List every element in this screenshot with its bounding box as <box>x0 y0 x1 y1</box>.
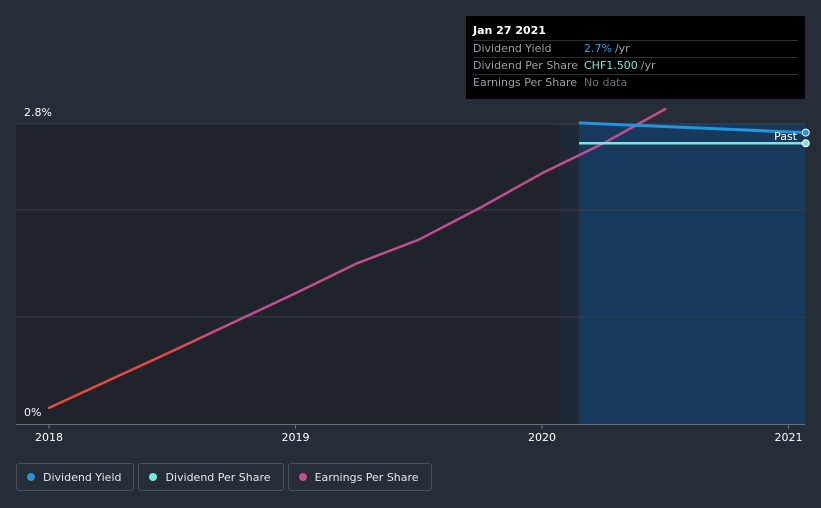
x-tick-label: 2021 <box>775 431 803 444</box>
tooltip-value: CHF1.500 <box>584 59 638 72</box>
tooltip-label: Dividend Per Share <box>473 59 579 72</box>
tooltip-label: Dividend Yield <box>473 42 552 55</box>
x-tick-label: 2018 <box>35 431 63 444</box>
x-tick-label: 2019 <box>282 431 310 444</box>
tooltip-value: No data <box>584 76 628 89</box>
legend: Dividend Yield Dividend Per Share Earnin… <box>16 463 432 491</box>
legend-label: Earnings Per Share <box>314 470 419 484</box>
legend-dividend-yield[interactable]: Dividend Yield <box>16 463 135 491</box>
dividend-yield-line <box>578 121 806 135</box>
tooltip-unit: /yr <box>640 59 656 72</box>
tooltip-row-earnings-per-share: Earnings Per Share No data <box>473 74 798 91</box>
y-tick-label: 0% <box>24 406 41 419</box>
legend-earnings-per-share[interactable]: Earnings Per Share <box>287 463 432 491</box>
x-tick-label: 2020 <box>528 431 556 444</box>
legend-dot-icon <box>27 473 35 481</box>
past-label: Past <box>774 130 798 143</box>
legend-dividend-per-share[interactable]: Dividend Per Share <box>138 463 284 491</box>
legend-dot-icon <box>149 473 158 481</box>
tooltip-row-dividend-per-share: Dividend Per Share CHF1.500 /yr <box>473 57 798 74</box>
tooltip-row-dividend-yield: Dividend Yield 2.7% /yr <box>473 40 798 57</box>
dividend-per-share-end-point <box>801 139 810 148</box>
y-tick-label: 2.8% <box>24 106 52 119</box>
legend-dot-icon <box>298 473 307 481</box>
earnings-per-share-line <box>47 107 667 410</box>
tooltip-value: 2.7% <box>584 42 612 55</box>
tooltip: Jan 27 2021 Dividend Yield 2.7% /yr Divi… <box>466 16 805 99</box>
legend-label: Dividend Per Share <box>165 470 271 484</box>
tooltip-date: Jan 27 2021 <box>473 24 546 37</box>
dividend-yield-area <box>578 122 805 424</box>
legend-label: Dividend Yield <box>43 470 122 484</box>
tooltip-label: Earnings Per Share <box>473 76 578 89</box>
tooltip-unit: /yr <box>614 42 630 55</box>
dividend-yield-end-point <box>801 128 810 137</box>
